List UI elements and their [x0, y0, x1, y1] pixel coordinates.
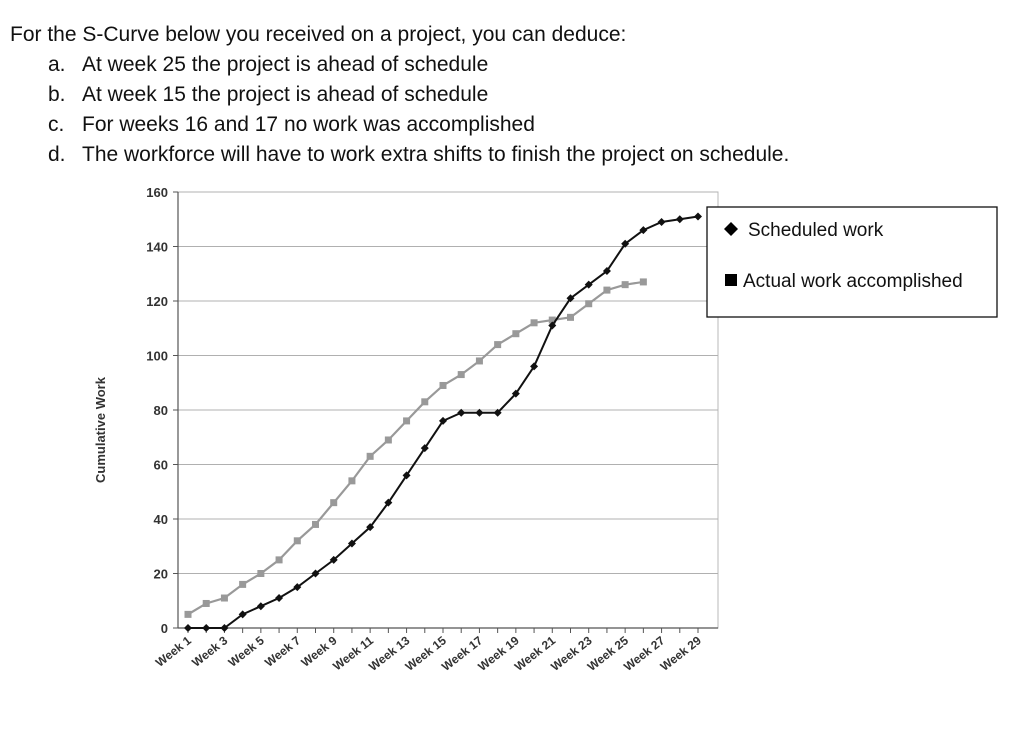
actual-point	[257, 570, 265, 577]
actual-point	[421, 398, 429, 406]
scheduled-point	[639, 226, 648, 235]
scheduled-point	[511, 389, 520, 398]
x-tick-label: Week 29	[658, 633, 705, 674]
actual-point	[439, 381, 447, 389]
option-c: c. For weeks 16 and 17 no work was accomp…	[10, 110, 789, 140]
scheduled-point	[220, 624, 229, 632]
option-b: b. At week 15 the project is ahead of sch…	[10, 80, 789, 110]
option-letter: d.	[48, 143, 66, 166]
y-tick-label: 60	[154, 458, 168, 473]
actual-point	[585, 300, 593, 308]
scheduled-point	[275, 594, 284, 603]
scheduled-point	[530, 362, 539, 371]
actual-point	[239, 580, 247, 588]
y-axis-label: Cumulative Work	[93, 376, 108, 483]
scheduled-point	[602, 267, 611, 276]
actual-point	[567, 313, 574, 321]
actual-point	[603, 286, 611, 294]
scheduled-point	[329, 555, 338, 564]
scheduled-point	[384, 498, 393, 507]
x-tick-label: Week 7	[262, 633, 303, 670]
actual-point	[293, 537, 301, 545]
y-tick-label: 20	[154, 567, 168, 582]
legend-square-marker	[725, 274, 737, 286]
actual-point	[621, 281, 629, 289]
scheduled-point	[184, 624, 192, 632]
scheduled-point	[366, 523, 375, 532]
scheduled-point	[256, 602, 265, 611]
scheduled-point	[675, 215, 684, 224]
legend	[706, 206, 998, 318]
legend-label-scheduled: Scheduled work	[748, 220, 884, 241]
legend-diamond-marker	[724, 222, 738, 236]
scheduled-point	[402, 471, 411, 480]
actual-point	[202, 599, 210, 607]
scheduled-point	[657, 217, 666, 226]
actual-point	[220, 594, 228, 602]
actual-point	[384, 436, 392, 444]
scheduled-point	[347, 539, 356, 548]
scheduled-point	[457, 408, 466, 417]
scheduled-point	[493, 408, 502, 417]
option-a: a. At week 25 the project is ahead of sch…	[10, 50, 789, 80]
scheduled-point	[311, 569, 320, 578]
option-text: At week 15 the project is ahead of sched…	[82, 83, 489, 106]
actual-point	[366, 452, 374, 460]
y-tick-label: 0	[161, 621, 168, 636]
option-letter: c.	[48, 113, 65, 136]
option-text: At week 25 the project is ahead of sched…	[82, 53, 489, 76]
scheduled-point	[548, 321, 557, 330]
actual-point	[312, 520, 319, 528]
scheduled-point	[420, 444, 429, 453]
question-stem: For the S-Curve below you received on a …	[10, 23, 627, 46]
scheduled-point	[566, 294, 575, 303]
y-tick-label: 140	[146, 240, 168, 255]
y-tick-label: 80	[154, 403, 168, 418]
y-tick-label: 100	[146, 349, 168, 364]
y-tick-label: 120	[146, 294, 168, 309]
x-tick-label: Week 3	[189, 633, 230, 670]
actual-point	[475, 357, 483, 365]
legend-label-actual: Actual work accomplished	[743, 271, 963, 292]
scheduled-point	[293, 583, 302, 592]
actual-point	[457, 371, 465, 379]
y-tick-label: 160	[146, 185, 168, 200]
question-block: For the S-Curve below you received on a …	[10, 20, 789, 170]
scheduled-point	[202, 624, 211, 632]
actual-point	[275, 556, 283, 564]
actual-point	[348, 477, 356, 485]
scheduled-point	[238, 610, 247, 619]
actual-point	[494, 341, 502, 349]
actual-point	[639, 278, 647, 286]
actual-point	[530, 319, 538, 327]
scheduled-point	[584, 280, 593, 289]
option-letter: b.	[48, 83, 66, 106]
actual-point	[512, 330, 520, 338]
scheduled-point	[439, 416, 447, 425]
actual-point	[548, 316, 556, 324]
actual-point	[403, 417, 411, 425]
option-letter: a.	[48, 53, 66, 76]
option-text: For weeks 16 and 17 no work was accompli…	[82, 113, 535, 136]
scheduled-point	[694, 212, 702, 221]
scheduled-point	[621, 239, 630, 248]
x-tick-label: Week 5	[226, 633, 267, 670]
scheduled-point	[475, 408, 484, 417]
x-tick-label: Week 1	[153, 633, 194, 670]
answer-options: a. At week 25 the project is ahead of sch…	[10, 50, 789, 170]
y-tick-label: 40	[154, 512, 168, 527]
actual-point	[330, 499, 338, 507]
actual-point	[184, 610, 192, 618]
option-text: The workforce will have to work extra sh…	[82, 143, 790, 166]
option-d: d. The workforce will have to work extra …	[10, 140, 789, 170]
